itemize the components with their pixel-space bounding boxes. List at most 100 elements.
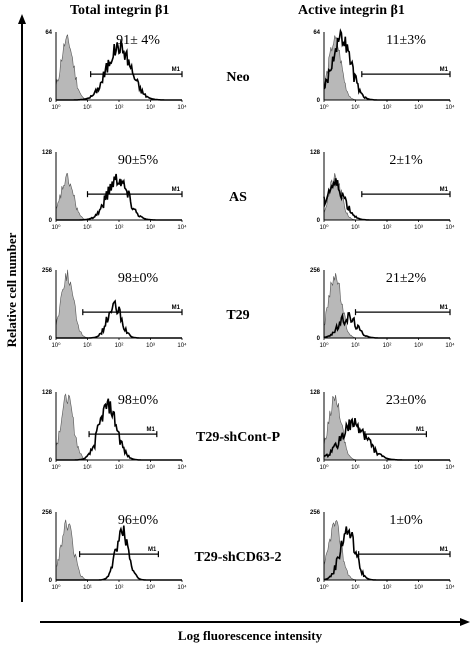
x-tick-label: 10³ — [146, 343, 155, 349]
condition-label: AS — [229, 190, 247, 205]
x-tick-label: 10³ — [146, 465, 155, 471]
y-tick-min: 0 — [317, 218, 321, 224]
y-tick-min: 0 — [49, 336, 53, 342]
x-tick-label: 10¹ — [83, 465, 92, 471]
x-tick-label: 10² — [383, 343, 392, 349]
x-tick-label: 10⁰ — [51, 104, 61, 111]
condition-label: Neo — [226, 70, 249, 85]
x-axis-arrow — [40, 618, 470, 626]
x-tick-label: 10¹ — [83, 343, 92, 349]
y-tick-min: 0 — [317, 578, 321, 584]
gate-label: M1 — [440, 187, 449, 193]
percent-label: 96±0% — [118, 513, 159, 528]
x-tick-label: 10⁰ — [319, 342, 329, 349]
y-tick-min: 0 — [49, 578, 53, 584]
percent-label: 21±2% — [386, 271, 427, 286]
x-tick-label: 10¹ — [351, 105, 360, 111]
x-tick-label: 10² — [115, 343, 124, 349]
x-tick-label: 10² — [383, 105, 392, 111]
y-tick-max: 256 — [310, 510, 321, 516]
gate-label: M1 — [172, 67, 181, 73]
y-tick-max: 256 — [310, 268, 321, 274]
percent-label: 98±0% — [118, 271, 159, 286]
condition-label: T29-shCD63-2 — [194, 550, 281, 565]
percent-label: 23±0% — [386, 393, 427, 408]
x-tick-label: 10¹ — [351, 465, 360, 471]
x-tick-label: 10³ — [414, 105, 423, 111]
percent-label: 98±0% — [118, 393, 159, 408]
y-tick-max: 256 — [42, 268, 53, 274]
x-tick-label: 10⁰ — [319, 224, 329, 231]
x-tick-label: 10⁴ — [445, 342, 455, 349]
condition-label: T29 — [226, 308, 249, 323]
x-tick-label: 10³ — [414, 225, 423, 231]
x-tick-label: 10⁰ — [51, 584, 61, 591]
y-tick-min: 0 — [49, 218, 53, 224]
x-tick-label: 10² — [115, 105, 124, 111]
y-tick-max: 64 — [313, 30, 320, 36]
y-tick-min: 0 — [317, 336, 321, 342]
x-tick-label: 10⁴ — [177, 342, 187, 349]
x-tick-label: 10² — [383, 225, 392, 231]
x-tick-label: 10⁰ — [51, 464, 61, 471]
percent-label: 2±1% — [389, 153, 423, 168]
control-histogram — [323, 519, 450, 581]
percent-label: 11±3% — [386, 33, 426, 48]
x-tick-label: 10¹ — [83, 225, 92, 231]
column-title-active: Active integrin β1 — [298, 3, 405, 18]
x-tick-label: 10⁴ — [177, 464, 187, 471]
x-tick-label: 10¹ — [351, 343, 360, 349]
x-tick-label: 10⁴ — [445, 104, 455, 111]
x-tick-label: 10³ — [146, 585, 155, 591]
x-tick-label: 10⁴ — [177, 224, 187, 231]
y-tick-max: 128 — [42, 390, 53, 396]
x-tick-label: 10³ — [146, 225, 155, 231]
gate-label: M1 — [172, 187, 181, 193]
x-tick-label: 10² — [115, 225, 124, 231]
x-tick-label: 10⁰ — [51, 342, 61, 349]
y-tick-max: 128 — [42, 150, 53, 156]
x-tick-label: 10⁴ — [445, 224, 455, 231]
x-tick-label: 10⁰ — [51, 224, 61, 231]
x-tick-label: 10¹ — [83, 105, 92, 111]
percent-label: 91± 4% — [116, 33, 160, 48]
condition-label: T29-shCont-P — [196, 430, 280, 445]
x-tick-label: 10² — [383, 465, 392, 471]
y-tick-min: 0 — [317, 458, 321, 464]
y-axis-label: Relative cell number — [4, 232, 19, 347]
gate-label: M1 — [146, 427, 155, 433]
percent-label: 90±5% — [118, 153, 159, 168]
x-tick-label: 10⁰ — [319, 104, 329, 111]
y-tick-max: 128 — [310, 150, 321, 156]
x-tick-label: 10⁰ — [319, 584, 329, 591]
x-tick-label: 10³ — [146, 105, 155, 111]
gate-label: M1 — [416, 427, 425, 433]
gate-label: M1 — [440, 305, 449, 311]
y-tick-max: 64 — [45, 30, 52, 36]
x-tick-label: 10² — [115, 585, 124, 591]
y-tick-max: 128 — [310, 390, 321, 396]
control-histogram — [323, 173, 450, 221]
x-tick-label: 10³ — [414, 585, 423, 591]
gate-label: M1 — [440, 547, 449, 553]
y-tick-min: 0 — [49, 458, 53, 464]
gate-label: M1 — [148, 547, 157, 553]
x-tick-label: 10⁰ — [319, 464, 329, 471]
column-title-total: Total integrin β1 — [70, 3, 169, 18]
y-axis-arrow — [18, 14, 26, 602]
y-tick-max: 256 — [42, 510, 53, 516]
x-tick-label: 10³ — [414, 465, 423, 471]
